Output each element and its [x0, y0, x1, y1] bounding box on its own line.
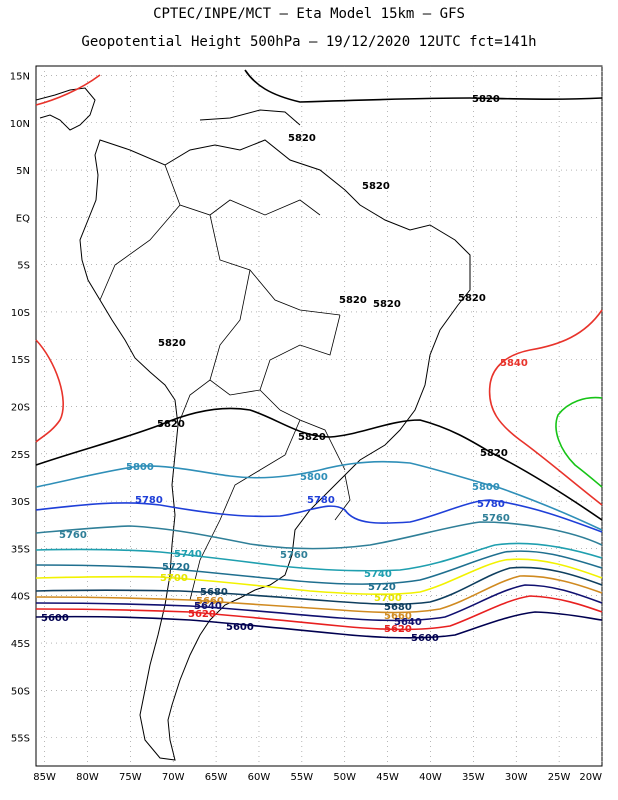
label-5660: 5660	[384, 611, 412, 622]
label-5720: 5720	[368, 582, 396, 593]
label-5820: 5820	[480, 448, 508, 459]
lat-tick-label: 35S	[11, 544, 30, 555]
label-5600: 5600	[226, 622, 254, 633]
coastlines	[35, 87, 471, 761]
contour-5840-left	[35, 339, 64, 443]
central-america-coastline	[35, 87, 96, 131]
label-5640: 5640	[394, 617, 422, 628]
label-5820: 5820	[458, 293, 486, 304]
lat-tick-label: 5N	[16, 166, 30, 177]
lon-tick-label: 60W	[248, 772, 271, 783]
contour-5820-main	[35, 407, 603, 521]
lon-tick-label: 40W	[419, 772, 442, 783]
contour-5840-right	[488, 309, 603, 506]
contour-labels: 5820 5820 5820 5820 5820 5820 5820 5820 …	[41, 94, 528, 644]
lat-tick-label: 15N	[10, 71, 30, 82]
caribbean-coastline	[199, 109, 301, 126]
label-5800: 5800	[126, 462, 154, 473]
label-5620: 5620	[188, 609, 216, 620]
label-5600: 5600	[41, 613, 69, 624]
label-5760: 5760	[482, 513, 510, 524]
lat-tick-label: 55S	[11, 734, 30, 745]
label-5700: 5700	[374, 593, 402, 604]
label-5840: 5840	[500, 358, 528, 369]
label-5800: 5800	[300, 472, 328, 483]
lon-tick-label: 80W	[76, 772, 99, 783]
lon-tick-label: 50W	[333, 772, 356, 783]
label-5760: 5760	[59, 530, 87, 541]
lat-tick-label: 5S	[17, 261, 30, 272]
lat-tick-label: 15S	[11, 355, 30, 366]
lat-tick-label: 25S	[11, 450, 30, 461]
label-5820: 5820	[298, 432, 326, 443]
contour-5880	[555, 396, 603, 488]
lat-tick-label: 40S	[11, 592, 30, 603]
south-america-coastline	[79, 139, 471, 761]
contour-5820-north	[244, 69, 603, 103]
label-5820: 5820	[472, 94, 500, 105]
lat-tick-label: 30S	[11, 497, 30, 508]
label-5660: 5660	[196, 596, 224, 607]
contour-5680	[35, 566, 603, 606]
lon-tick-label: 20W	[579, 772, 602, 783]
lon-tick-label: 85W	[33, 772, 56, 783]
label-5800: 5800	[472, 482, 500, 493]
label-5780: 5780	[307, 495, 335, 506]
label-5720: 5720	[162, 562, 190, 573]
contour-5760	[35, 521, 603, 550]
contour-5620	[35, 595, 603, 631]
label-5680: 5680	[200, 587, 228, 598]
map-subtitle: Geopotential Height 500hPa – 19/12/2020 …	[81, 34, 537, 50]
lat-tick-label: 45S	[11, 639, 30, 650]
map-frame	[35, 65, 603, 767]
contour-5740	[35, 542, 603, 572]
lon-tick-label: 65W	[205, 772, 228, 783]
height-contours	[35, 69, 603, 639]
contour-5720	[35, 550, 603, 585]
lon-tick-label: 30W	[505, 772, 528, 783]
label-5780: 5780	[477, 499, 505, 510]
label-5760: 5760	[280, 550, 308, 561]
label-5820: 5820	[362, 181, 390, 192]
label-5820: 5820	[158, 338, 186, 349]
contour-5700	[35, 558, 603, 596]
lon-tick-label: 25W	[548, 772, 571, 783]
label-5680: 5680	[384, 602, 412, 613]
label-5620: 5620	[384, 624, 412, 635]
lon-tick-label: 55W	[291, 772, 314, 783]
lat-tick-label: 10N	[10, 119, 30, 130]
contour-5600	[35, 611, 603, 639]
axis-ticks: 15N 10N 5N EQ 5S 10S 15S 20S 25S 30S 35S 40S 45S 50S 5…	[10, 71, 602, 783]
label-5700: 5700	[160, 573, 188, 584]
label-5780: 5780	[135, 495, 163, 506]
country-borders	[99, 164, 351, 601]
label-5820: 5820	[339, 295, 367, 306]
label-5820: 5820	[157, 419, 185, 430]
map-title: CPTEC/INPE/MCT – Eta Model 15km – GFS	[153, 6, 465, 22]
label-5600: 5600	[411, 633, 439, 644]
lat-lon-grid	[36, 66, 603, 766]
label-5740: 5740	[364, 569, 392, 580]
lon-tick-label: 35W	[462, 772, 485, 783]
contour-5640	[35, 584, 603, 622]
lat-tick-label: 20S	[11, 403, 30, 414]
contour-5800	[35, 460, 603, 531]
lon-tick-label: 70W	[162, 772, 185, 783]
lat-tick-label: EQ	[16, 213, 30, 224]
label-5820: 5820	[288, 133, 316, 144]
lon-tick-label: 45W	[376, 772, 399, 783]
contour-5840-top	[35, 74, 101, 106]
contour-5660	[35, 575, 603, 614]
lat-tick-label: 10S	[11, 308, 30, 319]
lon-tick-label: 75W	[119, 772, 142, 783]
label-5740: 5740	[174, 549, 202, 560]
lat-tick-label: 50S	[11, 686, 30, 697]
label-5640: 5640	[194, 601, 222, 612]
label-5820: 5820	[373, 299, 401, 310]
contour-5780	[35, 499, 603, 533]
